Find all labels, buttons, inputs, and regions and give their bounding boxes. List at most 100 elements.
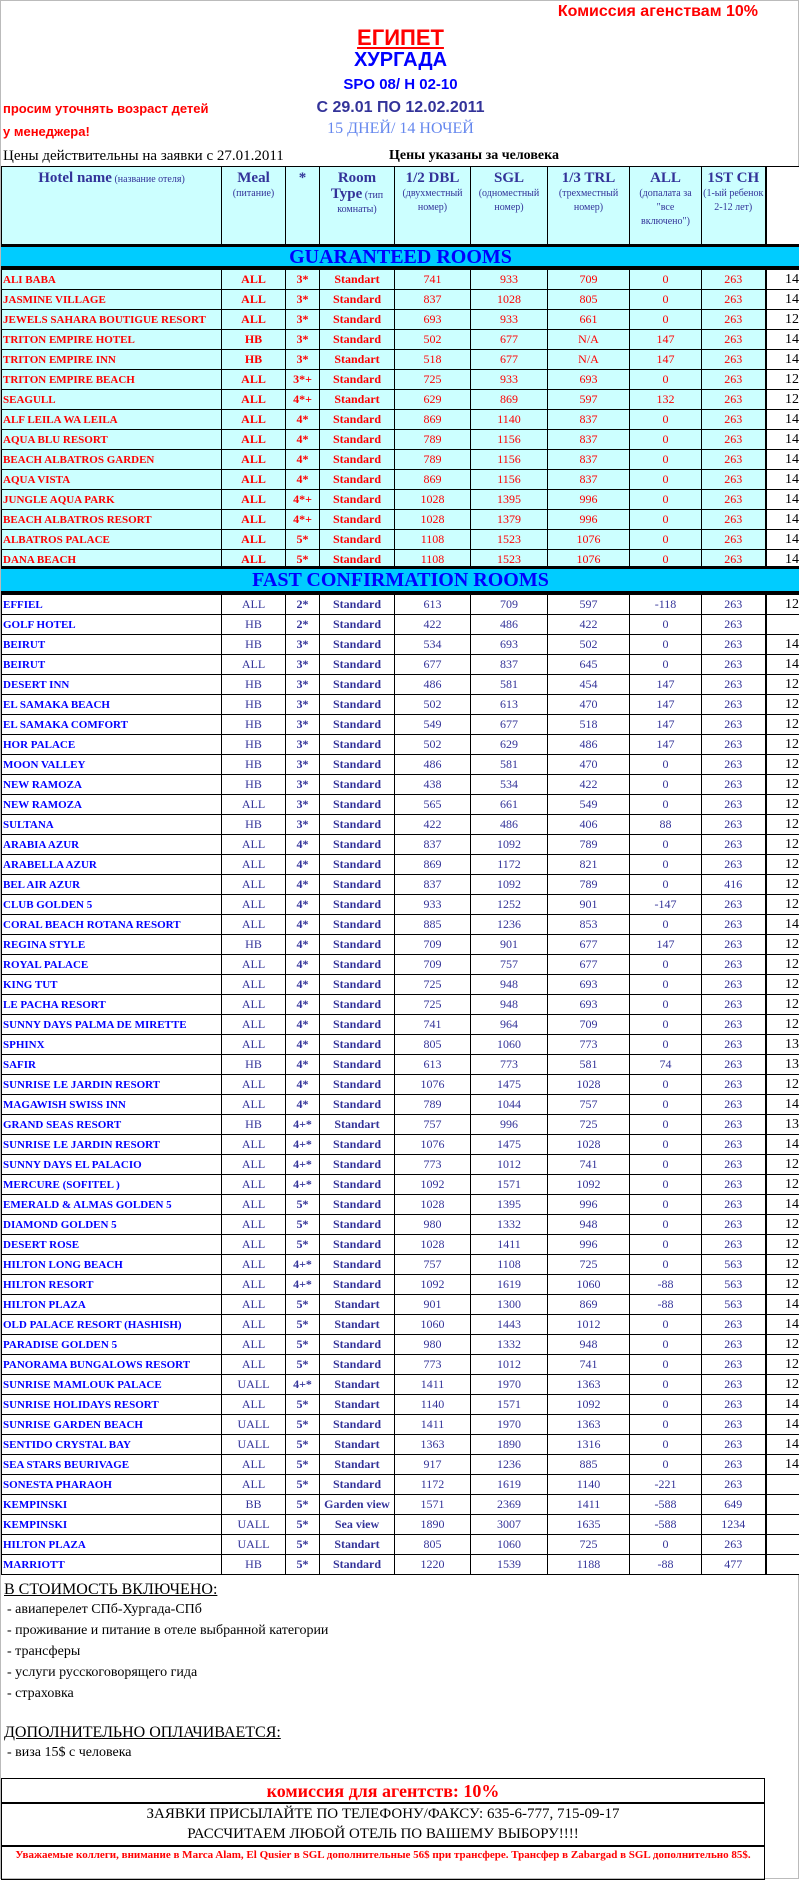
sgl-price: 948	[471, 995, 548, 1015]
dbl-price: 1108	[395, 530, 471, 550]
list-item: - проживание и питание в отеле выбранной…	[7, 1623, 328, 1639]
extra-value: 13	[766, 1035, 799, 1055]
dbl-price: 422	[395, 615, 471, 635]
sgl-price: 1332	[471, 1215, 548, 1235]
meal: ALL	[222, 1275, 286, 1295]
dbl-price: 613	[395, 1055, 471, 1075]
sgl-price: 948	[471, 975, 548, 995]
hotel-name: BEACH ALBATROS RESORT	[2, 510, 222, 530]
trl-price: 645	[548, 655, 630, 675]
hotel-name: SAFIR	[2, 1055, 222, 1075]
all-inclusive-supplement: 0	[630, 875, 702, 895]
dbl-price: 534	[395, 635, 471, 655]
dbl-price: 709	[395, 955, 471, 975]
all-inclusive-supplement: 0	[630, 290, 702, 310]
all-inclusive-supplement: 0	[630, 1335, 702, 1355]
stars: 4*	[286, 1035, 320, 1055]
dbl-price: 805	[395, 1535, 471, 1555]
room-type: Standard	[320, 655, 395, 675]
dbl-price: 885	[395, 915, 471, 935]
room-type: Standard	[320, 615, 395, 635]
column-header: Room Type (тип комнаты)	[320, 167, 395, 245]
any-hotel-note: РАССЧИТАЕМ ЛЮБОЙ ОТЕЛЬ ПО ВАШЕМУ ВЫБОРУ!…	[2, 1824, 764, 1844]
stars: 3*	[286, 715, 320, 735]
hotel-name: AQUA BLU RESORT	[2, 430, 222, 450]
meal: ALL	[222, 1135, 286, 1155]
meal: UALL	[222, 1415, 286, 1435]
child-price: 263	[702, 1235, 766, 1255]
included-title: В СТОИМОСТЬ ВКЛЮЧЕНО:	[4, 1581, 217, 1599]
meal: BB	[222, 1495, 286, 1515]
child-price: 263	[702, 715, 766, 735]
extra-value: 14	[766, 270, 799, 290]
all-inclusive-supplement: 0	[630, 490, 702, 510]
stars: 3*	[286, 310, 320, 330]
room-type: Standard	[320, 1055, 395, 1075]
extra-value: 14	[766, 350, 799, 370]
trl-price: 1188	[548, 1555, 630, 1575]
extra-value: 14	[766, 1455, 799, 1475]
meal: ALL	[222, 1295, 286, 1315]
room-type: Standard	[320, 410, 395, 430]
child-price: 263	[702, 835, 766, 855]
dbl-price: 1890	[395, 1515, 471, 1535]
child-price: 263	[702, 755, 766, 775]
room-type: Standard	[320, 1335, 395, 1355]
meal: HB	[222, 775, 286, 795]
dbl-price: 725	[395, 975, 471, 995]
dbl-price: 486	[395, 755, 471, 775]
extra-value: 12	[766, 695, 799, 715]
room-type: Standard	[320, 735, 395, 755]
trl-price: 1363	[548, 1375, 630, 1395]
stars: 5*	[286, 1295, 320, 1315]
room-type: Standard	[320, 1475, 395, 1495]
dbl-price: 1172	[395, 1475, 471, 1495]
extra-value	[766, 615, 799, 635]
room-type: Standart	[320, 1455, 395, 1475]
hotel-name: ROYAL PALACE	[2, 955, 222, 975]
child-price: 263	[702, 1095, 766, 1115]
trl-price: 1012	[548, 1315, 630, 1335]
per-person-note: Цены указаны за человека	[389, 148, 559, 164]
room-type: Standart	[320, 1375, 395, 1395]
child-price: 263	[702, 1135, 766, 1155]
stars: 4*	[286, 875, 320, 895]
hotel-name: KEMPINSKI	[2, 1495, 222, 1515]
trl-price: 725	[548, 1255, 630, 1275]
room-type: Standard	[320, 330, 395, 350]
hotel-name: KEMPINSKI	[2, 1515, 222, 1535]
stars: 3*	[286, 675, 320, 695]
all-inclusive-supplement: 0	[630, 510, 702, 530]
trl-price: 773	[548, 1035, 630, 1055]
dbl-price: 805	[395, 1035, 471, 1055]
all-inclusive-supplement: 0	[630, 835, 702, 855]
fast-confirmation-band: FAST CONFIRMATION ROOMS	[1, 566, 799, 594]
dbl-price: 1028	[395, 490, 471, 510]
all-inclusive-supplement: 0	[630, 410, 702, 430]
sgl-price: 1012	[471, 1355, 548, 1375]
sgl-price: 1044	[471, 1095, 548, 1115]
stars: 5*	[286, 1475, 320, 1495]
dbl-price: 486	[395, 675, 471, 695]
all-inclusive-supplement: -88	[630, 1275, 702, 1295]
sgl-price: 757	[471, 955, 548, 975]
extra-value: 14	[766, 1415, 799, 1435]
hotel-name: LE PACHA RESORT	[2, 995, 222, 1015]
column-title: *	[299, 170, 307, 186]
meal: ALL	[222, 995, 286, 1015]
hotel-name: EMERALD & ALMAS GOLDEN 5	[2, 1195, 222, 1215]
stars: 3*	[286, 795, 320, 815]
child-price: 477	[702, 1555, 766, 1575]
